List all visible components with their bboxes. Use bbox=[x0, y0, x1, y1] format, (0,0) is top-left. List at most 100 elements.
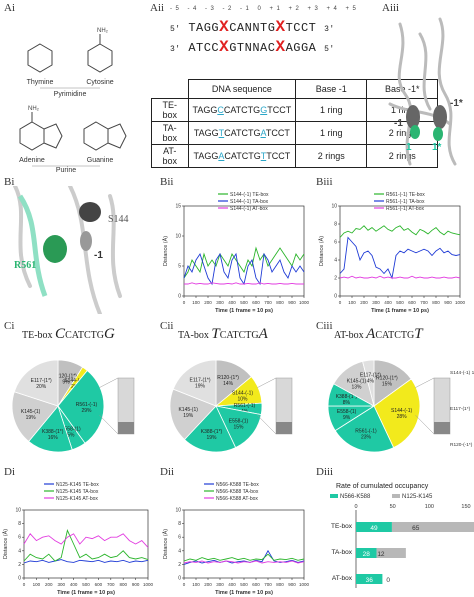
breakout-bar-segment bbox=[118, 422, 134, 434]
pie-slice-value: 19% bbox=[26, 415, 37, 421]
series-line bbox=[339, 225, 461, 238]
x-tick-label: 100 bbox=[192, 582, 200, 587]
pie-slice bbox=[28, 405, 73, 453]
y-tick-label: 0 bbox=[18, 576, 21, 582]
header-dna-sequence: DNA sequence bbox=[187, 79, 297, 99]
x-tick-label: 100 bbox=[192, 300, 200, 305]
bot-seq-left: ATCC bbox=[188, 41, 220, 55]
row-box-label: TE-box bbox=[151, 98, 189, 122]
pie-slice bbox=[373, 378, 421, 449]
chart-diii: Rate of cumulated occupancy N566-K588 N125… bbox=[330, 483, 474, 588]
pie-slice-label: E117-(1*) bbox=[189, 377, 210, 383]
bi-s144: S144 bbox=[108, 214, 129, 225]
pie-slice-label: K145-(1) bbox=[178, 407, 198, 413]
top-seq-left: TAGG bbox=[188, 21, 220, 35]
panel-label-aii: Aii bbox=[150, 2, 165, 14]
x-tick-label: 100 bbox=[33, 582, 41, 587]
breakout-connector bbox=[99, 415, 119, 435]
x-tick-label: 700 bbox=[264, 582, 272, 587]
x-tick-label: 100 bbox=[425, 504, 434, 510]
x-tick-label: 1000 bbox=[299, 582, 310, 587]
pie-slice bbox=[172, 359, 217, 407]
purine-label: Purine bbox=[56, 167, 76, 174]
pie-slice-value: 20% bbox=[36, 384, 47, 390]
pie-slice-value: 19% bbox=[183, 413, 194, 419]
panel-label-ai: Ai bbox=[4, 2, 15, 14]
pie-ciii: R120-(1*)15% S144-(-1)28% R561-(-1)23% E558… bbox=[327, 359, 474, 453]
bar-value: 49 bbox=[370, 525, 378, 532]
y-tick-label: 0 bbox=[178, 576, 181, 582]
row-box-label: AT-box bbox=[151, 144, 189, 168]
pyrimidine-label: Pyrimidine bbox=[54, 91, 87, 98]
aiii-minus1: -1 bbox=[394, 118, 403, 129]
pie-slice-value: 29% bbox=[81, 408, 92, 414]
diii-title: Rate of cumulated occupancy bbox=[336, 483, 429, 490]
breakout-connector bbox=[99, 377, 119, 388]
y-tick-label: 10 bbox=[15, 508, 21, 514]
pie-slice-label: E558-(1) bbox=[61, 426, 81, 432]
pie-slice bbox=[57, 370, 105, 444]
pie-slice-label: R561-(-1) bbox=[76, 402, 98, 408]
breakout-bar-segment bbox=[434, 422, 450, 434]
x-tick-label: 0 bbox=[183, 582, 186, 587]
pie-slice-label: K145-(1) bbox=[21, 409, 41, 415]
chart-biii: 0 100 200 300 400 500 600 700 800 900 1000 0 2 4 6 8 10 T… bbox=[318, 192, 466, 314]
pie-slice-value: 16% bbox=[48, 435, 59, 441]
pie-slice-value: 15% bbox=[382, 382, 393, 388]
pie-slice-label: S144-(-1) bbox=[64, 378, 85, 384]
x-tick-label: 900 bbox=[444, 300, 452, 305]
pie-slice-label: K388-(1*) bbox=[336, 394, 358, 400]
nh2-label-adenine: NH₂ bbox=[28, 106, 40, 112]
bar-value: 65 bbox=[412, 525, 420, 532]
table-row: AT-box TAGGACATCTGTTCCT 2 rings 2 rings bbox=[151, 144, 439, 168]
x-tick-label: 200 bbox=[204, 582, 212, 587]
row-base1s: 2 rings bbox=[366, 144, 439, 168]
ci-title: TE-box CCATCTGG bbox=[22, 326, 115, 342]
y-tick-label: 15 bbox=[175, 204, 181, 210]
bot-x1: X bbox=[219, 38, 230, 56]
x-tick-label: 150 bbox=[461, 504, 470, 510]
legend-label: N566-K588 TA-box bbox=[216, 489, 259, 495]
x-tick-label: 700 bbox=[420, 300, 428, 305]
pie-slice bbox=[11, 391, 59, 442]
x-axis-label: Time (1 frame = 10 ps) bbox=[57, 590, 115, 596]
pie-slice-value: 9% bbox=[62, 380, 70, 386]
x-tick-label: 1000 bbox=[299, 300, 310, 305]
aiii-1-star: 1* bbox=[432, 142, 442, 153]
series-line bbox=[23, 559, 149, 564]
x-tick-label: 1000 bbox=[455, 300, 466, 305]
row-sequence: TAGGTCATCTGATCCT bbox=[187, 121, 297, 145]
row-sequence: TAGGACATCTGTTCCT bbox=[187, 144, 297, 168]
x-tick-label: 400 bbox=[228, 582, 236, 587]
chart-bii: 0 100 200 300 400 500 600 700 800 900 1000 0 5 10 15 Ti… bbox=[162, 192, 310, 314]
panel-label-diii: Diii bbox=[316, 466, 334, 478]
adenine-label: Adenine bbox=[19, 157, 45, 164]
top-x2: X bbox=[275, 18, 286, 36]
strand-5-start: 5' bbox=[324, 45, 335, 54]
series-line bbox=[23, 533, 149, 548]
panel-label-ciii: Ciii bbox=[316, 320, 333, 332]
series-line bbox=[23, 529, 149, 562]
y-tick-label: 6 bbox=[334, 240, 337, 246]
x-tick-label: 800 bbox=[432, 300, 440, 305]
pie-slice-value: 15% bbox=[233, 425, 244, 431]
legend-label: R561-(-1) AT-box bbox=[386, 206, 424, 212]
plot-frame bbox=[23, 509, 149, 579]
series-line bbox=[184, 282, 304, 285]
bar-value: 36 bbox=[366, 577, 374, 584]
bar bbox=[391, 522, 474, 532]
bar-value: 12 bbox=[377, 551, 385, 558]
category-label: TE-box bbox=[331, 523, 353, 530]
bar bbox=[356, 548, 377, 558]
position-indices: -5 -4 -3 -2 -1 0 +1 +2 +3 +4 +5 bbox=[170, 6, 360, 12]
pie-slice-value: 14% bbox=[223, 381, 234, 387]
chart-di: 0 100 200 300 400 500 600 700 800 900 1000 0 2 4 6 8 10 T… bbox=[2, 482, 154, 596]
legend-label: S144-(-1) TA-box bbox=[230, 199, 269, 205]
breakout-connector bbox=[415, 377, 435, 388]
x-tick-label: 0 bbox=[339, 300, 342, 305]
top-x1: X bbox=[219, 18, 230, 36]
aiii-1: 1 bbox=[406, 142, 412, 153]
x-tick-label: 800 bbox=[276, 582, 284, 587]
y-tick-label: 2 bbox=[18, 562, 21, 568]
legend-label: R561-(-1) TA-box bbox=[386, 199, 425, 205]
